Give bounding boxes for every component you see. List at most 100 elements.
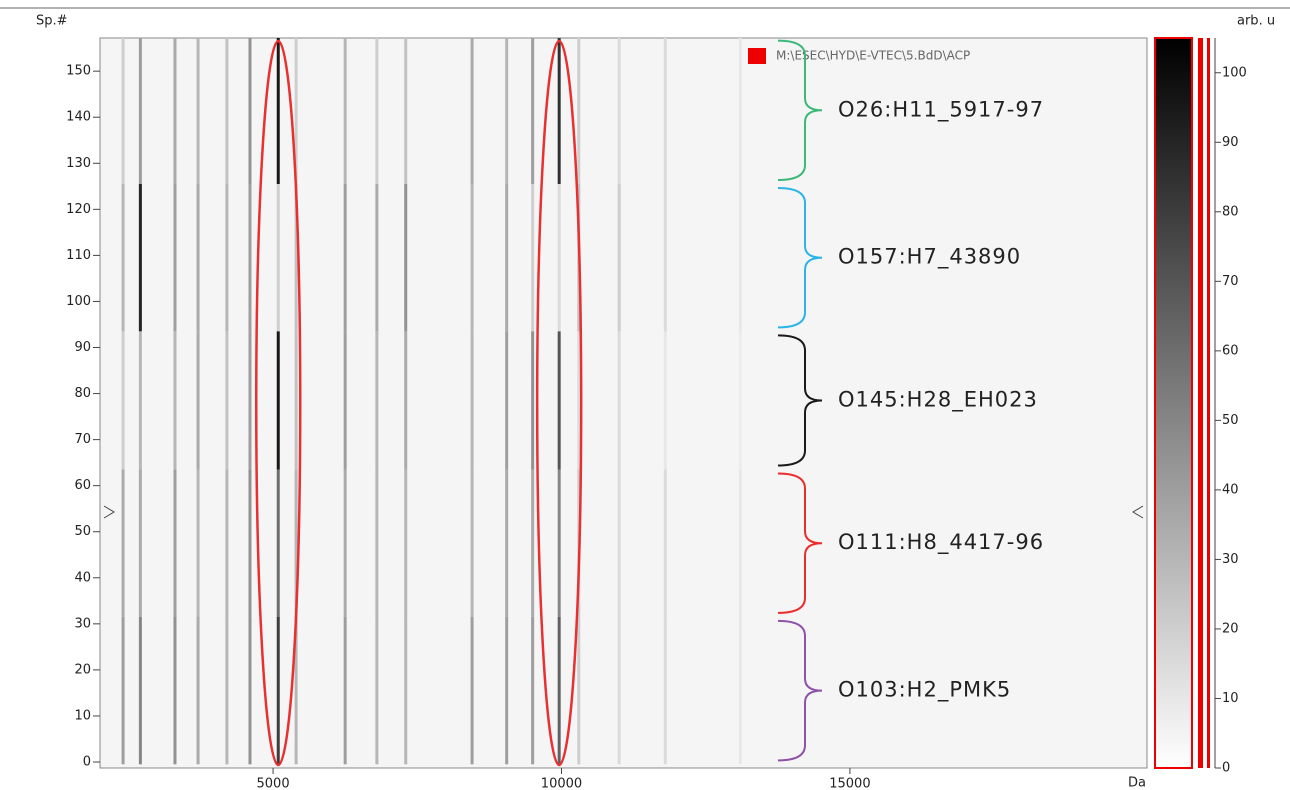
band xyxy=(531,184,535,332)
colorbar-marker xyxy=(1198,38,1203,768)
colorbar-tick-label: 70 xyxy=(1222,274,1239,289)
band xyxy=(294,616,298,765)
band xyxy=(617,616,621,765)
band xyxy=(121,184,125,332)
band xyxy=(276,38,280,184)
y-tick-label: 70 xyxy=(74,432,91,447)
band xyxy=(138,616,142,765)
band xyxy=(196,331,200,470)
band xyxy=(343,38,347,184)
band xyxy=(343,331,347,470)
band xyxy=(505,38,509,184)
band xyxy=(375,184,379,332)
y-tick-label: 60 xyxy=(74,478,91,493)
band xyxy=(225,616,229,765)
band xyxy=(617,469,621,617)
band xyxy=(196,616,200,765)
band xyxy=(505,469,509,617)
group-label: O157:H7_43890 xyxy=(838,245,1021,270)
band xyxy=(577,331,581,470)
band xyxy=(663,331,667,470)
band xyxy=(738,38,742,184)
row-marker-right xyxy=(1132,505,1144,519)
band xyxy=(738,184,742,332)
band xyxy=(470,184,474,332)
y-tick-label: 130 xyxy=(66,156,91,171)
band xyxy=(173,184,177,332)
band xyxy=(375,38,379,184)
colorbar-label: arb. u xyxy=(1237,14,1275,29)
row-marker-left xyxy=(103,505,115,519)
band xyxy=(470,616,474,765)
band xyxy=(577,38,581,184)
band xyxy=(196,469,200,617)
band xyxy=(173,38,177,184)
colorbar-tick-label: 40 xyxy=(1222,482,1239,497)
group-label: O26:H11_5917-97 xyxy=(838,97,1044,122)
colorbar-tick-label: 60 xyxy=(1222,343,1239,358)
colorbar-tick-label: 10 xyxy=(1222,691,1239,706)
band xyxy=(248,38,252,184)
band xyxy=(375,616,379,765)
band xyxy=(738,331,742,470)
highlight-ellipse xyxy=(535,39,583,767)
band xyxy=(276,616,280,765)
colorbar-tick-label: 30 xyxy=(1222,552,1239,567)
plot-area xyxy=(99,37,1148,769)
band xyxy=(276,331,280,470)
band xyxy=(121,331,125,470)
y-tick-label: 80 xyxy=(74,386,91,401)
band xyxy=(121,38,125,184)
band xyxy=(225,331,229,470)
band xyxy=(531,331,535,470)
band xyxy=(294,331,298,470)
band xyxy=(138,38,142,184)
y-tick-label: 110 xyxy=(66,248,91,263)
colorbar-tick-label: 90 xyxy=(1222,135,1239,150)
colorbar xyxy=(1154,37,1193,769)
band xyxy=(470,331,474,470)
x-tick-label: 15000 xyxy=(829,777,870,790)
y-tick-label: 150 xyxy=(66,64,91,79)
band xyxy=(557,331,561,470)
y-tick-label: 30 xyxy=(74,616,91,631)
group-label: O111:H8_4417-96 xyxy=(838,530,1044,555)
band xyxy=(121,469,125,617)
band xyxy=(617,184,621,332)
group-brace xyxy=(777,39,823,181)
group-brace xyxy=(777,472,823,614)
colorbar-tick-label: 0 xyxy=(1222,761,1230,776)
band xyxy=(557,38,561,184)
band xyxy=(248,469,252,617)
band xyxy=(663,38,667,184)
group-brace xyxy=(777,619,823,762)
group-labels: O26:H11_5917-97 O157:H7_43890 O145:H28_EH0… xyxy=(838,97,1044,702)
band xyxy=(531,469,535,617)
x-axis-label: Da xyxy=(1128,776,1146,790)
band xyxy=(505,616,509,765)
band xyxy=(294,469,298,617)
band xyxy=(225,184,229,332)
band xyxy=(738,616,742,765)
band xyxy=(557,616,561,765)
group-label: O145:H28_EH023 xyxy=(838,387,1038,412)
band xyxy=(248,616,252,765)
band xyxy=(404,184,408,332)
band xyxy=(531,38,535,184)
band xyxy=(225,38,229,184)
y-tick-label: 10 xyxy=(74,708,91,723)
group-brace xyxy=(777,187,823,329)
band xyxy=(343,616,347,765)
band xyxy=(196,184,200,332)
band xyxy=(738,469,742,617)
band xyxy=(375,469,379,617)
band xyxy=(276,469,280,617)
bands xyxy=(121,38,742,765)
band xyxy=(404,331,408,470)
colorbar-tick-label: 80 xyxy=(1222,204,1239,219)
band xyxy=(470,38,474,184)
band xyxy=(470,469,474,617)
band xyxy=(248,184,252,332)
band xyxy=(343,469,347,617)
